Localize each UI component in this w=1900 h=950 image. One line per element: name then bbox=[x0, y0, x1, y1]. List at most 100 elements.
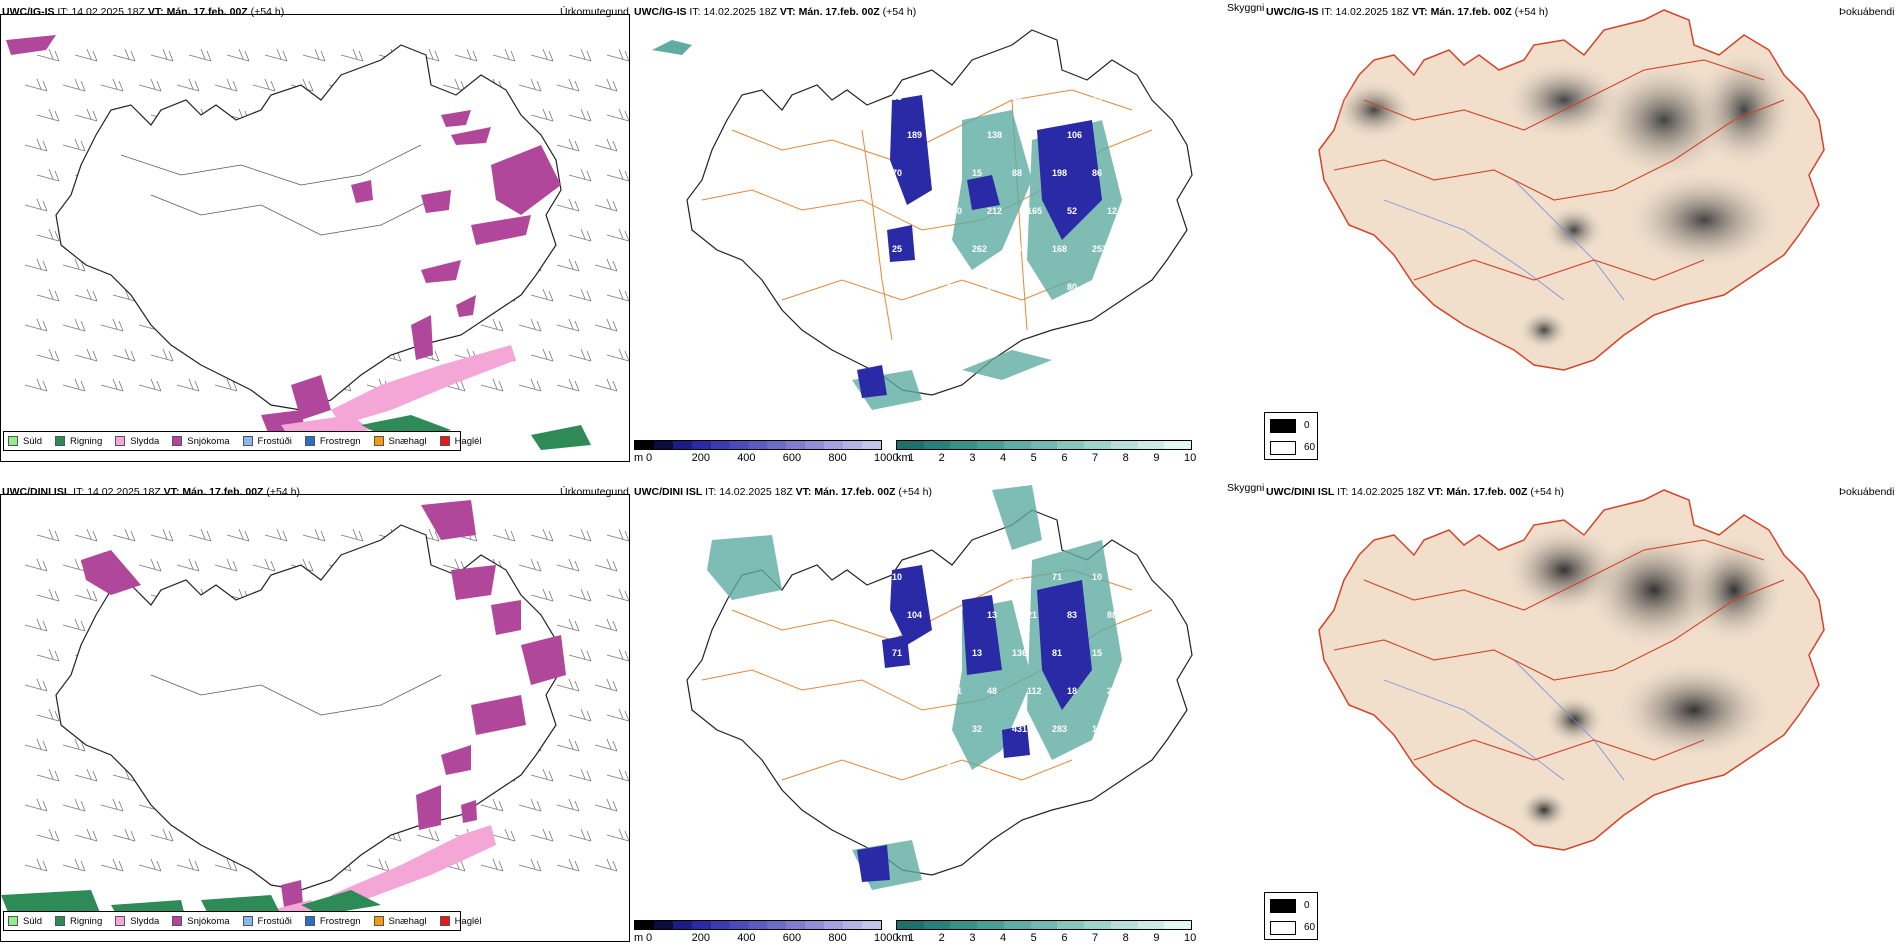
rivers bbox=[1383, 179, 1625, 301]
wind-barb bbox=[606, 108, 630, 122]
colorbar-segment bbox=[843, 921, 863, 929]
model-name: UWC/DINI ISL bbox=[2, 486, 71, 498]
wind-barb bbox=[74, 768, 98, 782]
ceiling-value: 43 bbox=[907, 282, 917, 292]
legend-label: Súld bbox=[23, 915, 43, 927]
forecast-row-2: UWC/DINI ISL IT: 14.02.2025 18Z VT: Mán.… bbox=[0, 480, 1900, 950]
colorbar-segment bbox=[653, 441, 673, 449]
wind-barb bbox=[36, 828, 60, 842]
wind-barb bbox=[556, 318, 580, 332]
precip-type-title: Úrkomutegund bbox=[560, 6, 629, 18]
visibility-colorbar bbox=[896, 920, 1192, 930]
ceiling-value: 86 bbox=[1092, 168, 1102, 178]
ceiling-value: 53 bbox=[1027, 762, 1037, 772]
legend-swatch bbox=[439, 436, 450, 446]
init-time: 14.02.2025 18Z bbox=[703, 6, 777, 18]
iceland-outline bbox=[55, 44, 562, 411]
wind-barb bbox=[518, 558, 542, 572]
wind-barb bbox=[568, 648, 592, 662]
colorbar-tick: 600 bbox=[782, 452, 802, 464]
fog-shading bbox=[1504, 525, 1784, 830]
colorbar-segment bbox=[1137, 921, 1165, 929]
ceiling-value: 44 bbox=[892, 800, 902, 810]
colorbar-segment bbox=[897, 921, 924, 929]
wind-barb bbox=[226, 528, 250, 542]
wind-barb bbox=[24, 558, 48, 572]
ceiling-value: 141 bbox=[947, 686, 962, 696]
wind-barb bbox=[530, 108, 554, 122]
wind-barb bbox=[62, 618, 86, 632]
wind-barb bbox=[530, 528, 554, 542]
colorbar-segment bbox=[862, 441, 881, 449]
wind-barb bbox=[176, 78, 200, 92]
valid-time: Mán. 17.feb. 00Z bbox=[166, 6, 248, 18]
wind-barb bbox=[530, 288, 554, 302]
legend-label: Frostúði bbox=[257, 435, 292, 447]
fog-title: Þokuábendi bbox=[1839, 486, 1895, 498]
colorbar-tick: 3 bbox=[969, 932, 976, 944]
legend-label: Súld bbox=[23, 435, 43, 447]
fog-label-high: 60 bbox=[1304, 922, 1316, 933]
ceiling-value: 71 bbox=[1052, 572, 1062, 582]
wind-barb bbox=[594, 318, 618, 332]
wind-barb bbox=[62, 258, 86, 272]
wind-barb bbox=[568, 168, 592, 182]
colorbar-tick: 1000 bbox=[874, 452, 899, 464]
colorbar-segment bbox=[1003, 441, 1031, 449]
wind-barb bbox=[594, 858, 618, 872]
colorbar-segment bbox=[1084, 921, 1111, 929]
wind-barb bbox=[62, 858, 86, 872]
legend-swatch bbox=[115, 436, 126, 446]
legend-swatch bbox=[8, 916, 18, 926]
ceiling-value: 257 bbox=[947, 762, 962, 772]
wind-barb bbox=[340, 48, 364, 62]
wind-barb bbox=[24, 318, 48, 332]
fog-swatch-white bbox=[1270, 441, 1296, 455]
wind-barb bbox=[594, 78, 618, 92]
panel-header: UWC/IG-IS IT: 14.02.2025 18Z VT: Mán. 17… bbox=[634, 6, 916, 18]
ceiling-colorbar bbox=[634, 440, 882, 450]
wind-barb bbox=[264, 48, 288, 62]
init-time: 14.02.2025 18Z bbox=[719, 486, 793, 498]
fog-label-low: 0 bbox=[1304, 900, 1310, 911]
legend-swatch bbox=[8, 436, 18, 446]
wind-barb bbox=[214, 558, 238, 572]
model-name: UWC/IG-IS bbox=[634, 6, 687, 18]
wind-barb bbox=[594, 738, 618, 752]
ceiling-value: 88 bbox=[1012, 168, 1022, 178]
legend-item: Rigning bbox=[55, 436, 102, 447]
wind-barb bbox=[150, 528, 174, 542]
colorbar-tick: 2 bbox=[938, 452, 945, 464]
road-lines bbox=[150, 194, 442, 236]
wind-barb bbox=[188, 48, 212, 62]
ceiling-value: 12 bbox=[1107, 206, 1117, 216]
colorbar-tick: 0 bbox=[646, 932, 653, 944]
legend-label: Haglél bbox=[454, 435, 482, 447]
colorbar-tick: 4 bbox=[1000, 932, 1007, 944]
ceiling-labels: 10 135 20 89 71 10 104 15 13 21 83 88 71 153 13 136 81 15… bbox=[892, 572, 1122, 810]
colorbar-segment bbox=[805, 441, 825, 449]
wind-barb bbox=[556, 78, 580, 92]
it-label: IT: bbox=[689, 6, 701, 18]
ceiling-value: 191 bbox=[892, 724, 907, 734]
lead-time: (+54 h) bbox=[1514, 6, 1549, 18]
vt-label: VT: bbox=[1411, 6, 1428, 18]
wind-barb bbox=[568, 768, 592, 782]
wind-barb bbox=[556, 138, 580, 152]
colorbar-segment bbox=[729, 441, 749, 449]
wind-barb bbox=[606, 48, 630, 62]
ceiling-value: 80 bbox=[1067, 282, 1077, 292]
wind-barb bbox=[480, 858, 504, 872]
legend-swatch bbox=[373, 916, 384, 926]
wind-barb bbox=[100, 798, 124, 812]
wind-barb bbox=[530, 48, 554, 62]
wind-barb bbox=[606, 768, 630, 782]
legend-label: Frostregn bbox=[319, 435, 361, 447]
wind-barb bbox=[530, 828, 554, 842]
wind-barb bbox=[112, 528, 136, 542]
panel-header: UWC/IG-IS IT: 14.02.2025 18Z VT: Mán. 17… bbox=[1266, 6, 1548, 18]
wind-barb bbox=[176, 558, 200, 572]
wind-barb bbox=[302, 48, 326, 62]
colorbar-tick: 1000 bbox=[874, 932, 899, 944]
ceiling-value: 149 bbox=[932, 724, 947, 734]
